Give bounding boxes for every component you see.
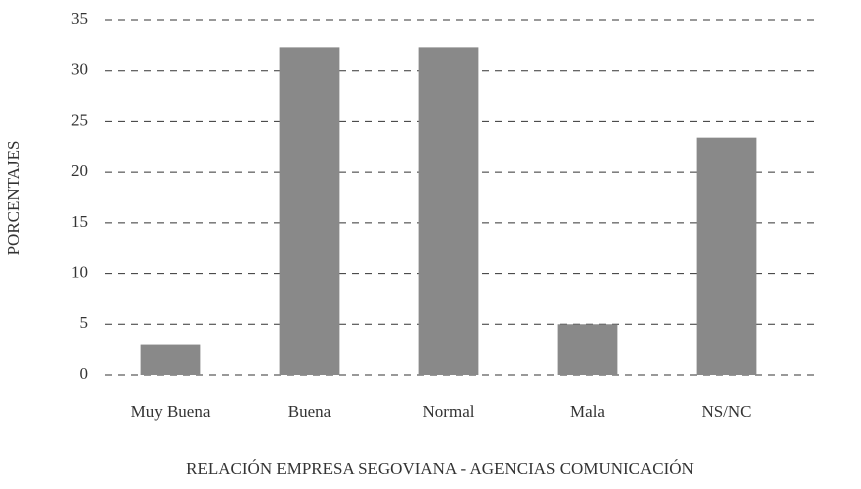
y-tick-label: 35	[71, 9, 88, 28]
y-tick-label: 25	[71, 110, 88, 129]
y-tick-label: 15	[71, 212, 88, 231]
x-tick-label: Mala	[570, 402, 605, 421]
y-tick-label: 0	[80, 364, 89, 383]
x-tick-label: NS/NC	[701, 402, 751, 421]
x-tick-label: Buena	[288, 402, 332, 421]
y-tick-label: 5	[80, 313, 89, 332]
x-tick-label: Normal	[423, 402, 475, 421]
bar	[418, 47, 479, 376]
x-axis-title: RELACIÓN EMPRESA SEGOVIANA - AGENCIAS CO…	[186, 459, 694, 478]
x-tick-label: Muy Buena	[131, 402, 211, 421]
y-axis-title: PORCENTAJES	[4, 141, 23, 256]
bar	[557, 324, 618, 375]
bar	[140, 344, 201, 375]
y-tick-label: 20	[71, 161, 88, 180]
y-tick-label: 10	[71, 262, 88, 281]
bar	[696, 137, 757, 375]
y-tick-label: 30	[71, 60, 88, 79]
bar	[279, 47, 340, 376]
